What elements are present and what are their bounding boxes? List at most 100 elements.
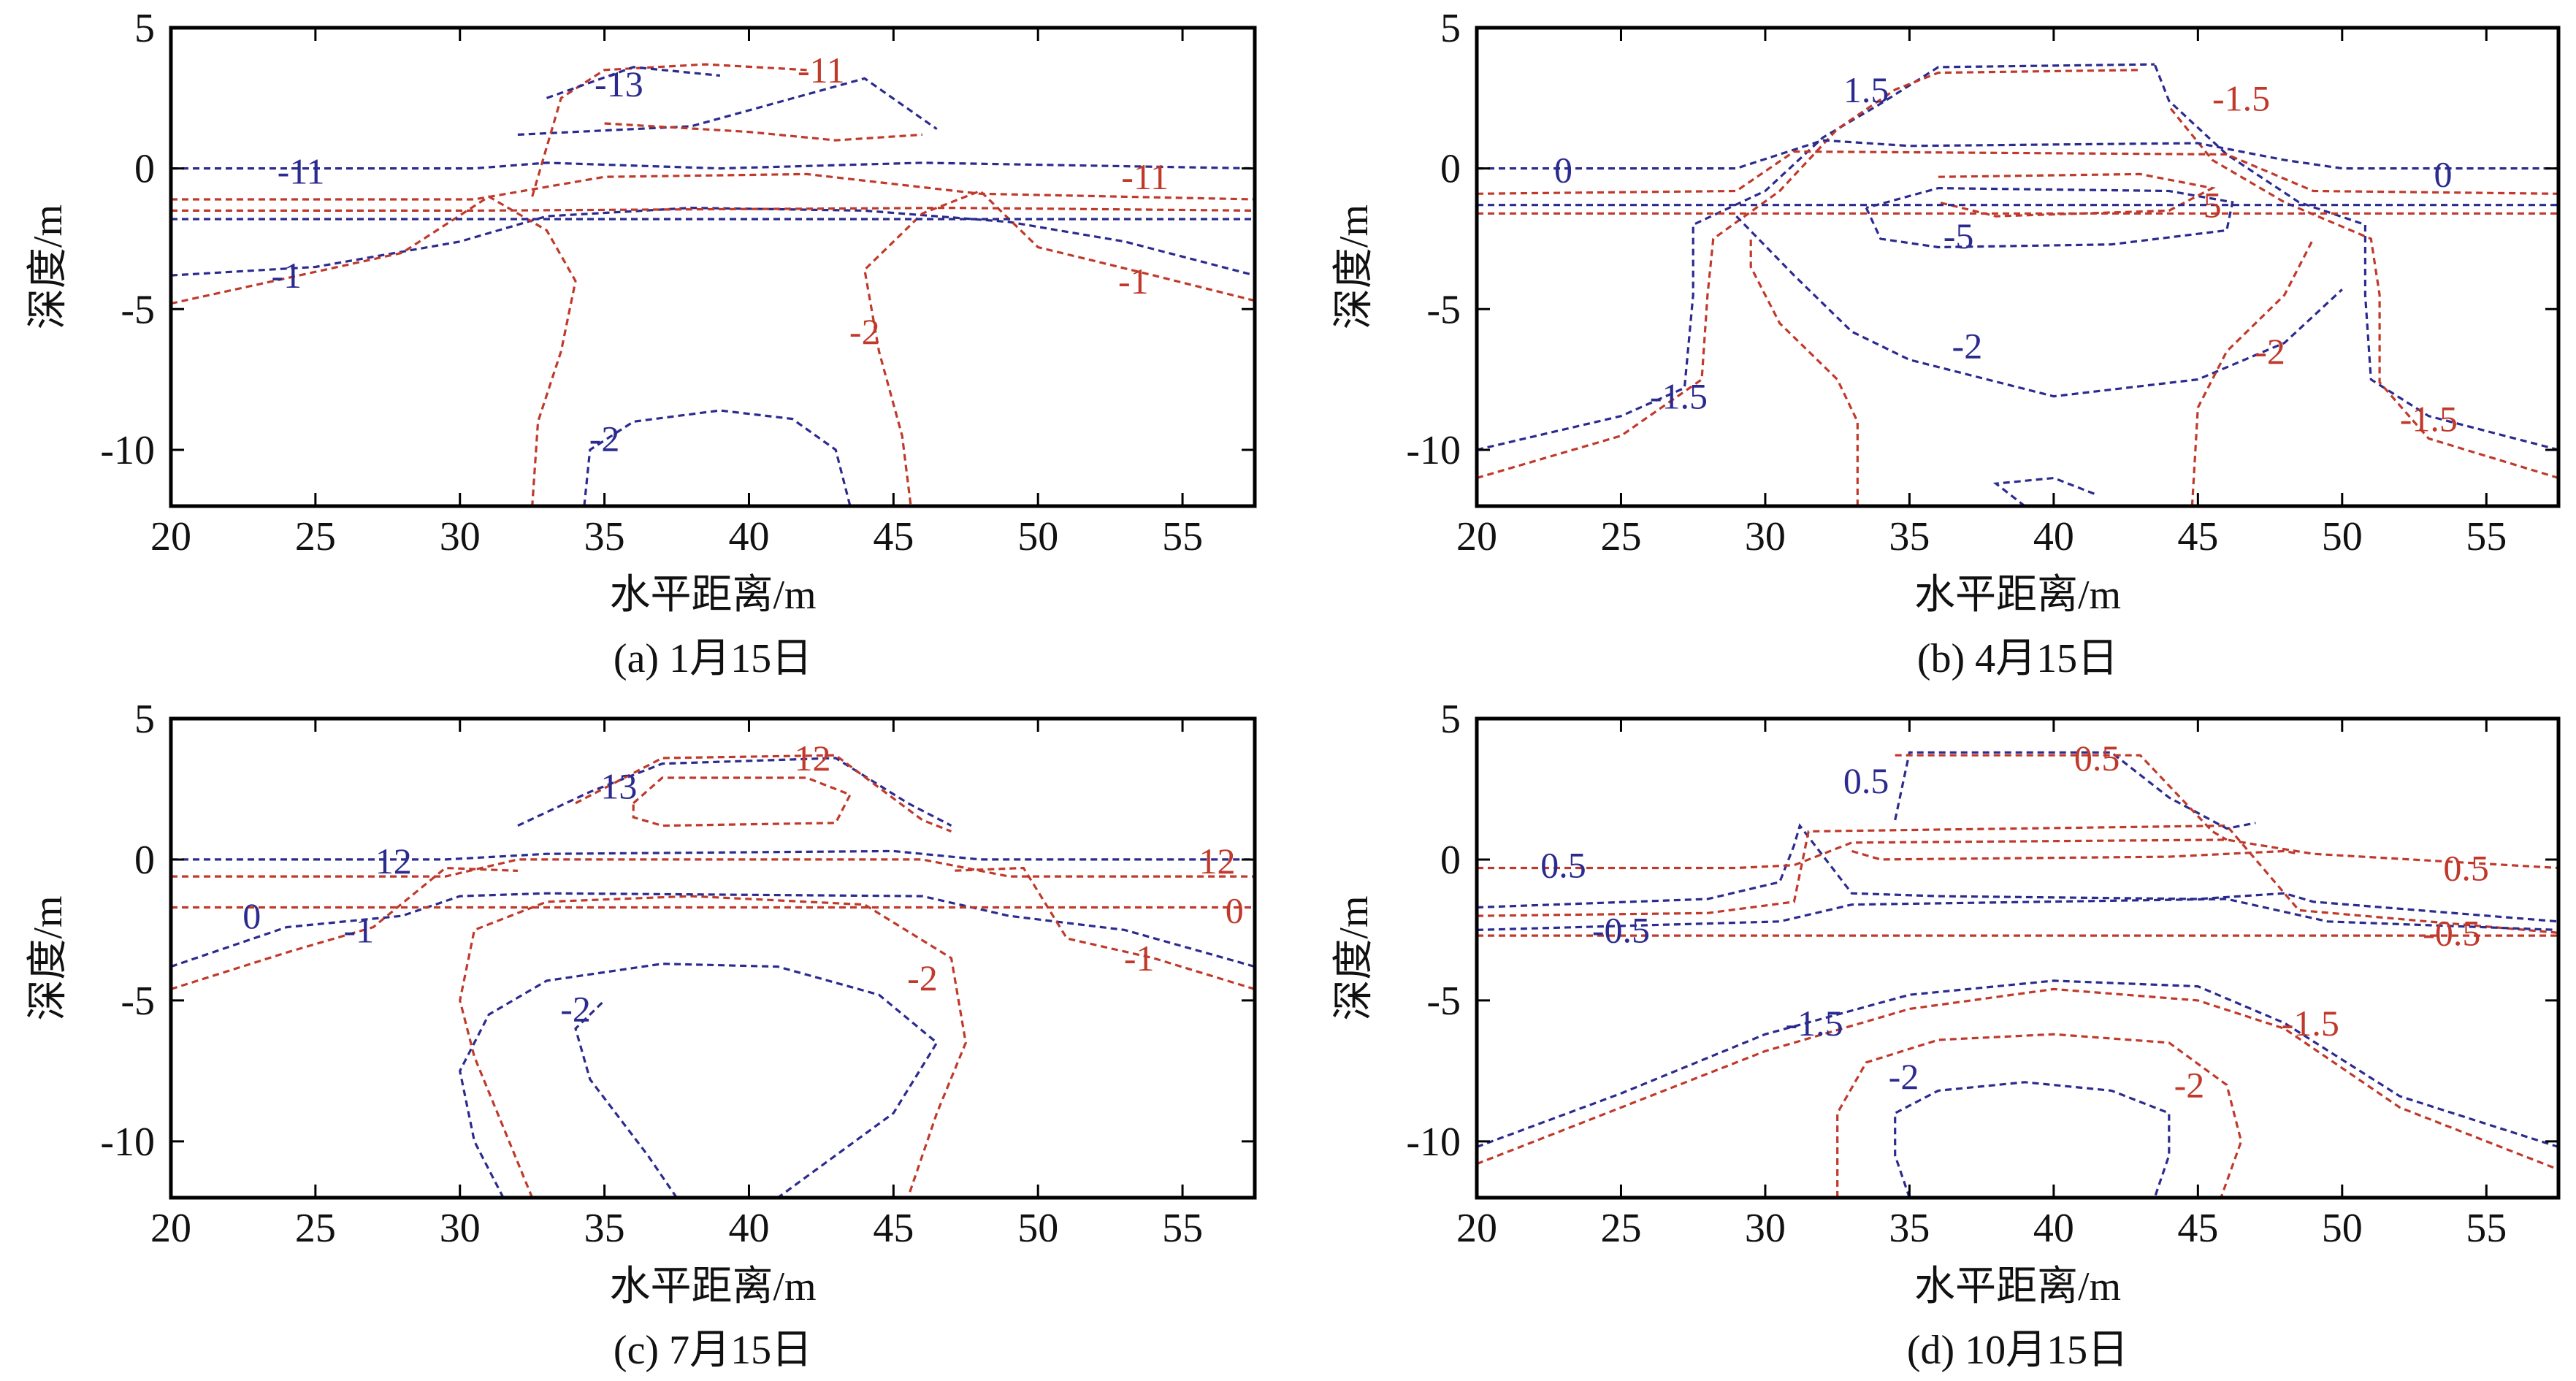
contour-line-blue (171, 161, 1255, 170)
plot-frame (1475, 716, 2561, 1200)
x-tick-label: 30 (1745, 514, 1786, 559)
contour-label: 0.5 (2443, 848, 2489, 889)
y-axis-title: 深度/m (26, 204, 71, 329)
contour-label: -0.5 (2423, 912, 2480, 953)
contour-line-blue (574, 999, 678, 1198)
y-axis-title: 深度/m (1331, 895, 1377, 1020)
contour-label: -2 (2174, 1065, 2205, 1106)
y-tick-label: -5 (1426, 979, 1461, 1024)
contour-label: 13 (600, 766, 637, 807)
contour-label: -13 (595, 64, 643, 104)
contour-line-red (171, 866, 518, 990)
y-tick-label: -10 (100, 428, 155, 473)
x-tick-label: 45 (2177, 1206, 2218, 1251)
x-tick-label: 50 (2322, 514, 2363, 559)
y-tick-label: -10 (100, 1120, 155, 1165)
x-tick-label: 50 (1017, 514, 1058, 559)
panel-caption: (b) 4月15日 (1917, 636, 2118, 681)
x-tick-label: 45 (873, 1206, 914, 1251)
contour-line-red (1477, 987, 2558, 1171)
x-axis-title: 水平距离/m (1914, 1264, 2121, 1309)
contour-label: -11 (798, 50, 845, 91)
contour-line-blue (171, 892, 1255, 968)
x-tick-label: 25 (295, 1206, 336, 1251)
x-tick-label: 35 (1889, 1206, 1930, 1251)
contour-label: -11 (1121, 156, 1169, 197)
contour-line-red (2168, 105, 2558, 480)
contour-label: 0.5 (2074, 738, 2120, 779)
contour-label: -1.5 (1785, 1003, 1843, 1044)
panel-caption: (c) 7月15日 (614, 1328, 812, 1373)
contour-line-blue (583, 409, 852, 506)
contour-line-blue (1477, 979, 2558, 1149)
y-tick-label: -5 (1426, 287, 1461, 332)
contour-line-blue (1894, 751, 2256, 830)
contour-label: -11 (278, 151, 325, 192)
y-tick-label: 0 (134, 147, 155, 192)
y-tick-label: 5 (1440, 697, 1461, 742)
contour-line-red (604, 122, 923, 142)
contour-line-red (171, 206, 1255, 212)
contour-line-blue (1477, 823, 2558, 923)
x-tick-label: 25 (295, 514, 336, 559)
x-axis-title: 水平距离/m (1914, 573, 2121, 618)
contour-label: -1.5 (2400, 399, 2458, 440)
contour-line-red (1851, 849, 2299, 861)
y-tick-label: 0 (1440, 838, 1461, 883)
contour-line-red (171, 172, 1255, 201)
contour-line-blue (517, 757, 952, 827)
contour-line-blue (546, 66, 721, 99)
contour-line-red (2190, 238, 2315, 506)
contour-line-red (1836, 1033, 2243, 1198)
x-tick-label: 40 (2033, 514, 2074, 559)
contour-label: -1.5 (2212, 77, 2270, 118)
y-tick-label: -10 (1406, 428, 1461, 473)
contour-line-blue (1477, 898, 2558, 931)
x-tick-label: 55 (1162, 514, 1203, 559)
contour-line-red (1938, 172, 2216, 218)
contour-line-red (1477, 69, 2141, 480)
contour-lines (171, 754, 1255, 1198)
x-axis-title: 水平距离/m (609, 1264, 816, 1309)
contour-label: -2 (589, 418, 620, 459)
x-tick-label: 20 (1456, 1206, 1497, 1251)
x-tick-label: 20 (150, 514, 191, 559)
x-axis-title: 水平距离/m (609, 573, 816, 618)
x-tick-label: 40 (2033, 1206, 2074, 1251)
contour-line-blue (1992, 476, 2098, 506)
x-tick-label: 30 (440, 1206, 481, 1251)
x-tick-label: 20 (1456, 514, 1497, 559)
x-tick-label: 55 (2466, 514, 2507, 559)
contour-label: -1 (1118, 261, 1149, 302)
contour-line-red (171, 195, 577, 506)
y-tick-label: -5 (121, 287, 155, 332)
contour-line-blue (1865, 186, 2234, 249)
contour-lines (1477, 751, 2558, 1198)
y-tick-label: -5 (121, 979, 155, 1024)
contour-line-blue (459, 963, 939, 1198)
x-tick-label: 50 (1017, 1206, 1058, 1251)
x-tick-label: 45 (873, 514, 914, 559)
plot-frame (1475, 26, 2561, 508)
panel-b: 0 01.5 -1.55-5-2 -2-1.5-1.520 25 30 35 40 45 50 55… (1331, 6, 2561, 681)
contour-line-red (863, 189, 1255, 506)
y-tick-label: 5 (134, 6, 155, 51)
contour-line-red (632, 776, 852, 827)
contour-label: 1.5 (1843, 69, 1889, 110)
y-axis-title: 深度/m (1331, 204, 1377, 329)
y-tick-label: 0 (1440, 147, 1461, 192)
contour-label: 0.5 (1540, 845, 1586, 886)
contour-label: -2 (849, 311, 880, 352)
contour-line-red (1749, 239, 1859, 506)
contour-label: -2 (1889, 1056, 1919, 1097)
contour-line-red (531, 63, 807, 197)
contour-label: 12 (375, 841, 412, 881)
x-tick-label: 30 (440, 514, 481, 559)
contour-label: 0 (242, 895, 261, 936)
contour-label: -0.5 (1592, 909, 1650, 950)
contour-label: -1.5 (2282, 1003, 2339, 1044)
contour-label: -5 (1944, 215, 1974, 256)
y-tick-label: 0 (134, 838, 155, 883)
contour-line-blue (2153, 64, 2558, 451)
